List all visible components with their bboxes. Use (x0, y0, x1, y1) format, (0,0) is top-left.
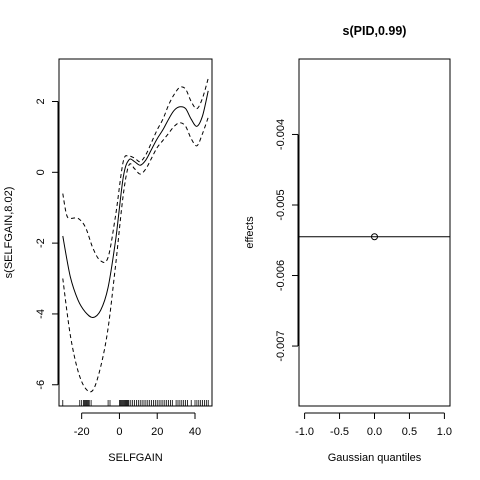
upper-band-line (62, 78, 209, 263)
effect-point (371, 233, 378, 241)
selfgain-smooth-plot: -20 0 20 40 -6-4-202 SELFGAIN s(SELFGAIN,8.… (3, 58, 213, 464)
x-tick-label: 1.0 (437, 426, 452, 438)
y-axis: -0.004 -0.005 -0.006 -0.007 (275, 119, 299, 362)
x-tick-label: -20 (74, 426, 90, 438)
x-tick-label: 0.5 (402, 426, 417, 438)
lower-band-line (62, 117, 209, 393)
y-tick-label: 2 (35, 98, 47, 104)
x-axis: -1.0 -0.5 0.0 0.5 1.0 (295, 412, 452, 438)
y-axis-title: effects (244, 216, 256, 249)
y-tick-label: -0.007 (275, 330, 287, 361)
y-tick-label: -2 (35, 238, 47, 248)
x-tick-label: -1.0 (295, 426, 314, 438)
y-tick-label: 0 (35, 169, 47, 175)
x-tick-label: 20 (151, 426, 163, 438)
x-tick-label: -0.5 (330, 426, 349, 438)
effect-points (371, 233, 378, 241)
x-axis-title: Gaussian quantiles (328, 452, 422, 464)
y-tick-label: -4 (35, 309, 47, 319)
x-tick-label: 0.0 (367, 426, 382, 438)
pid-effects-plot: s(PID,0.99) -1.0 -0.5 0.0 0.5 1.0 -0.004-0.0… (244, 24, 452, 464)
plot-frame (298, 58, 451, 407)
y-axis-title: s(SELFGAIN,8.02) (3, 187, 15, 279)
x-axis-title: SELFGAIN (108, 452, 162, 464)
smooth-lines (62, 78, 209, 393)
y-tick-label: -6 (35, 380, 47, 390)
x-tick-label: 40 (189, 426, 201, 438)
rug-marks (62, 400, 209, 406)
y-tick-label: -0.006 (275, 260, 287, 291)
y-axis: -6 -4 -2 0 2 (35, 98, 59, 390)
x-tick-label: 0 (116, 426, 122, 438)
x-axis: -20 0 20 40 (74, 412, 201, 438)
plot-frame (58, 58, 213, 407)
y-tick-label: -0.005 (275, 189, 287, 220)
y-tick-label: -0.004 (275, 119, 287, 150)
fit-line (62, 90, 209, 319)
plot-title: s(PID,0.99) (343, 24, 407, 38)
